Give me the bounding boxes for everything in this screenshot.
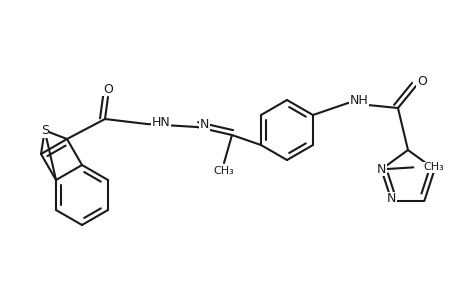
Text: N: N (376, 163, 385, 176)
Text: CH₃: CH₃ (213, 166, 234, 176)
Text: O: O (103, 82, 113, 95)
Text: N: N (200, 118, 209, 130)
Text: HN: HN (151, 116, 170, 128)
Text: CH₃: CH₃ (422, 162, 443, 172)
Text: S: S (40, 124, 49, 137)
Text: N: N (386, 192, 395, 205)
Text: O: O (416, 74, 426, 88)
Text: NH: NH (349, 94, 368, 106)
